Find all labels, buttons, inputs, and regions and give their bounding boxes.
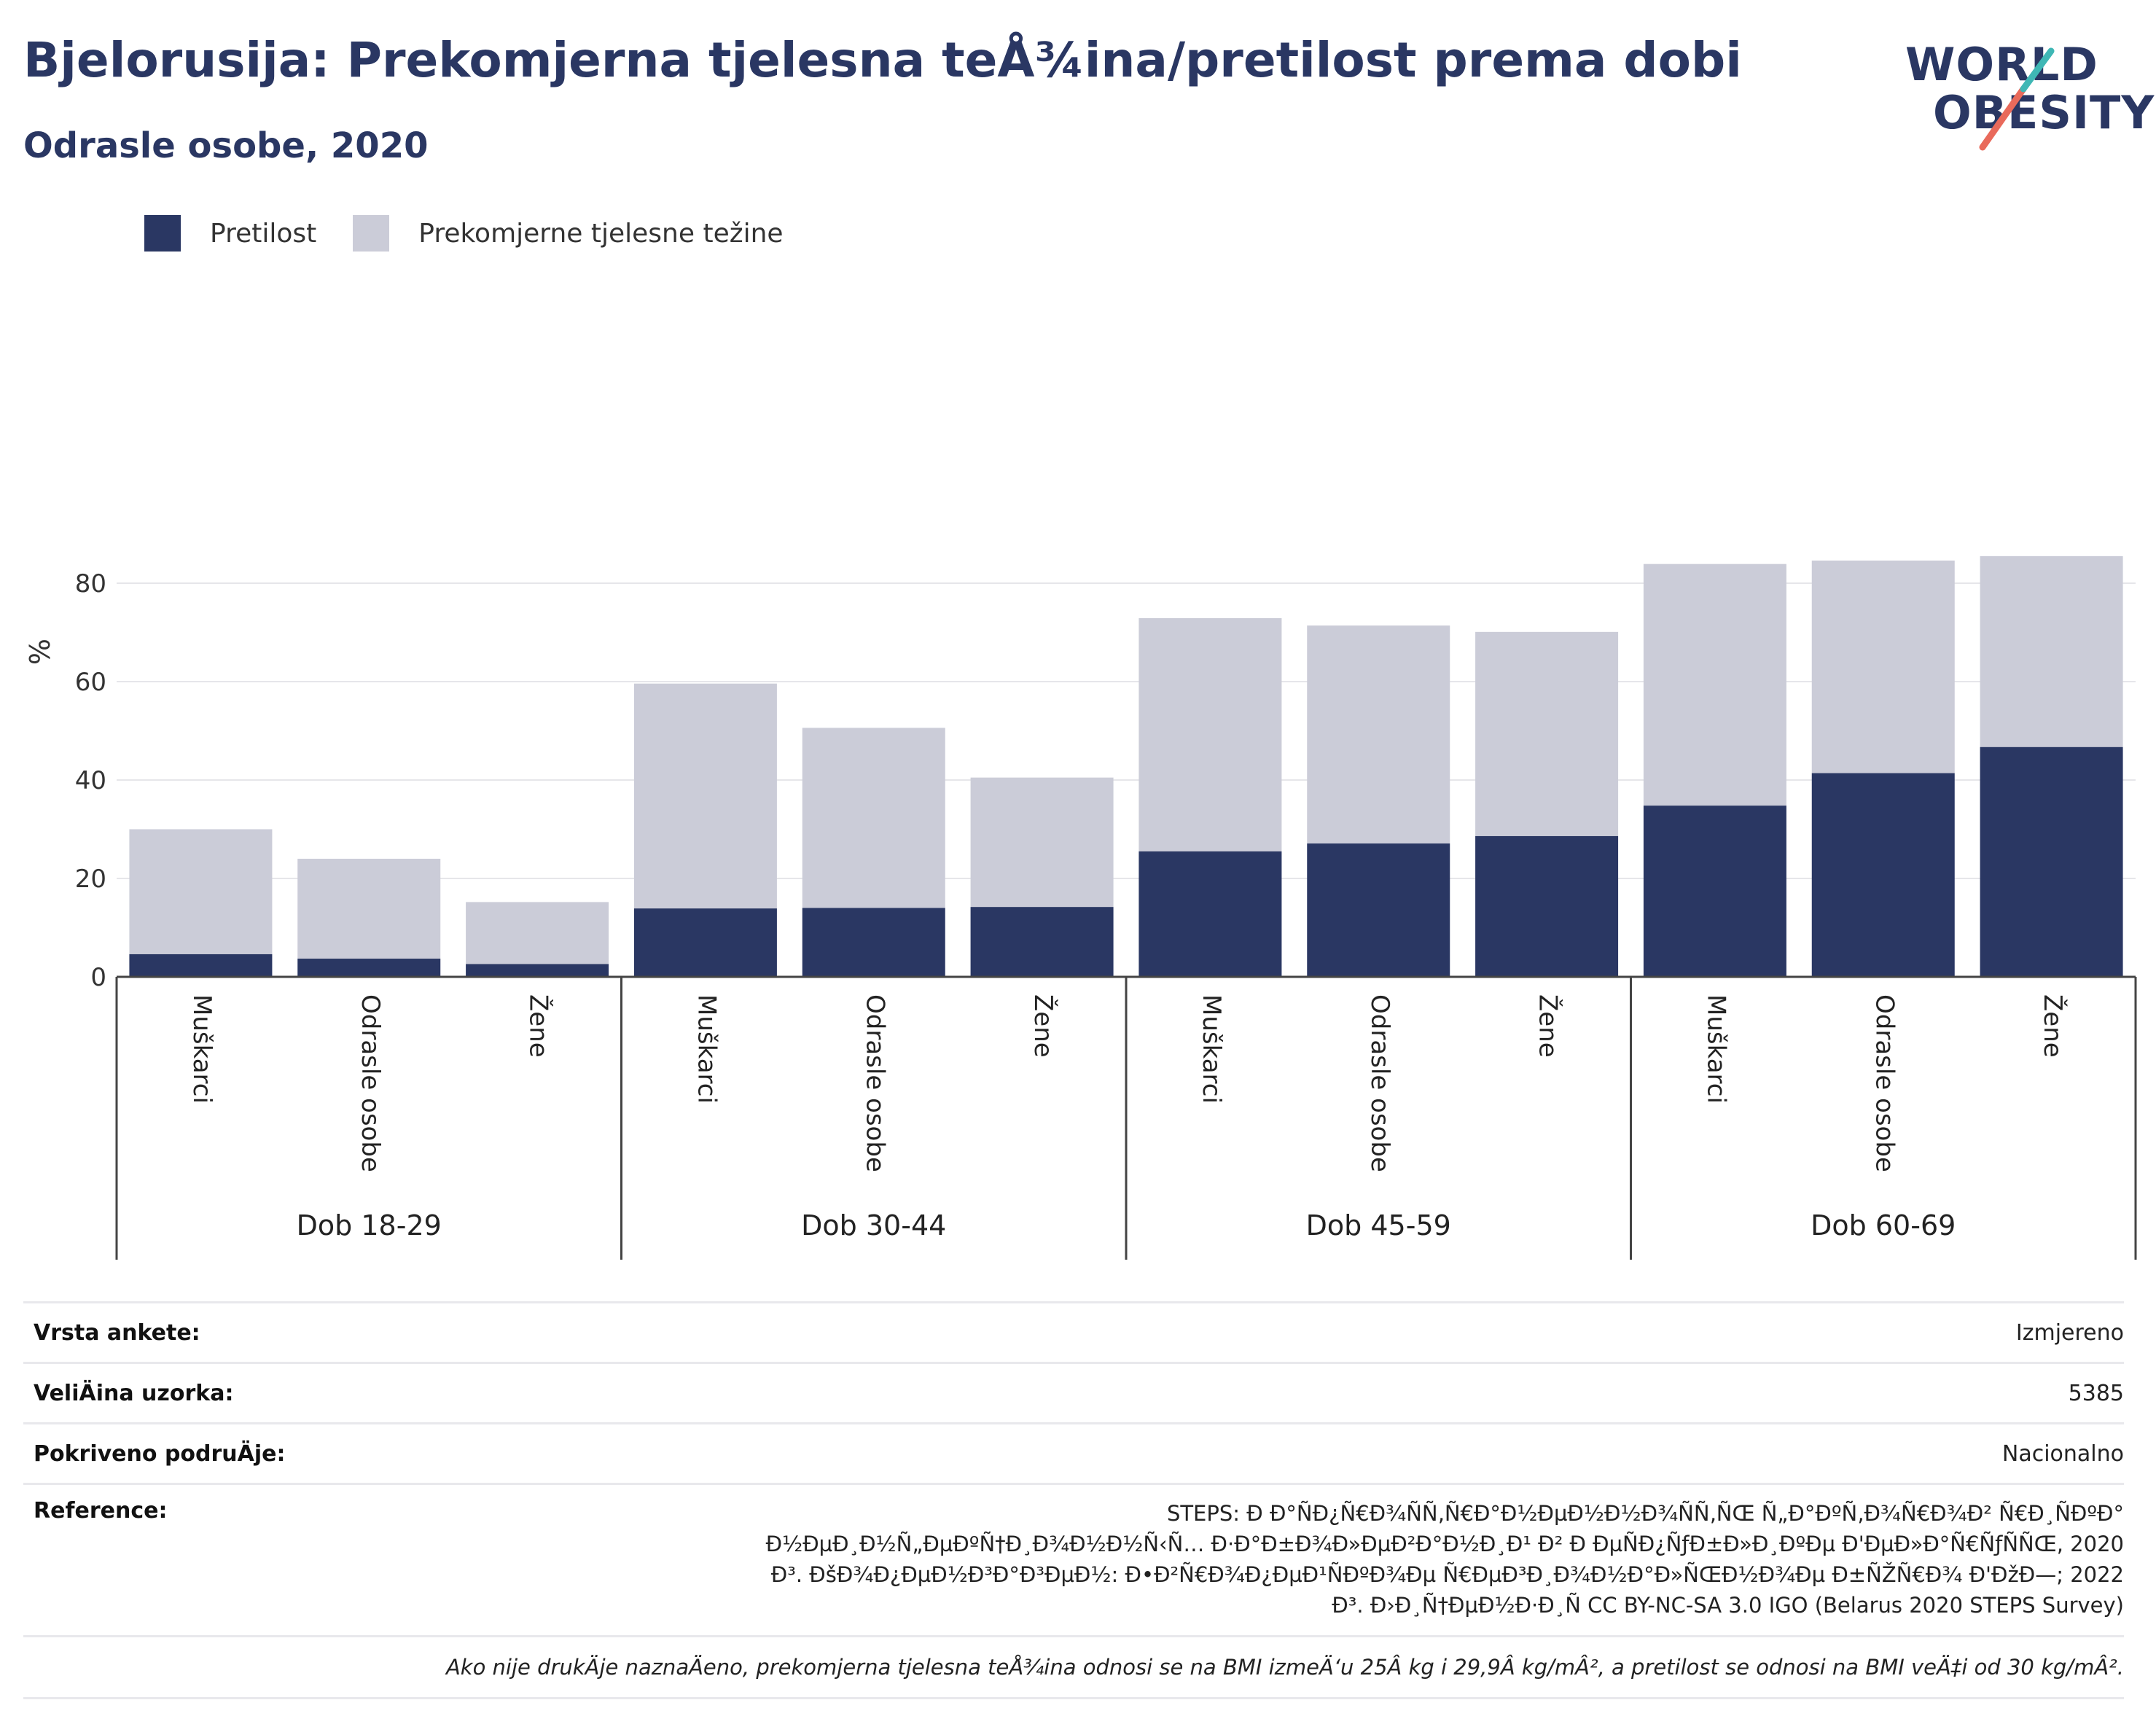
y-tick-label: 0 [90, 963, 106, 992]
bar-obesity [634, 908, 777, 977]
bar-obesity [1980, 747, 2123, 977]
y-axis-label: % [24, 639, 56, 665]
reference-line: Ð½ÐµÐ¸Ð½Ñ„ÐµÐºÑ†Ð¸Ð¾Ð½Ð½Ñ‹Ñ… Ð·Ð°Ð±Ð¾Ð»Ð… [375, 1529, 2124, 1559]
survey-type-row: Vrsta ankete: Izmjereno [23, 1301, 2124, 1362]
y-tick-label: 80 [75, 569, 106, 599]
legend-label-obesity: Pretilost [210, 219, 316, 249]
x-category-label: Muškarci [1197, 994, 1226, 1104]
bar-obesity [1812, 773, 1955, 977]
bar-obesity [971, 907, 1114, 977]
stacked-bar-chart: 0 20 40 60 80% Muškarci Odrasle osobe Žene Muška… [0, 277, 2156, 1268]
x-group-label: Dob 18-29 [297, 1209, 442, 1241]
sample-size-value: 5385 [2069, 1381, 2124, 1406]
x-category-label: Muškarci [187, 994, 216, 1104]
bar-overweight [1307, 625, 1450, 843]
x-category-label: Odrasle osobe [1365, 994, 1394, 1172]
bar-obesity [1307, 843, 1450, 977]
bar-overweight [802, 728, 945, 908]
bar-obesity [1138, 851, 1281, 977]
bar-overweight [1138, 618, 1281, 851]
x-group-label: Dob 45-59 [1306, 1209, 1451, 1241]
legend-swatch-obesity [144, 215, 181, 252]
bar-overweight [129, 830, 272, 954]
bar-obesity [1475, 836, 1618, 977]
x-category-label: Žene [524, 994, 554, 1058]
chart-subtitle: Odrasle osobe, 2020 [23, 125, 429, 166]
bar-overweight [634, 684, 777, 908]
legend-item-overweight: Prekomjerne tjelesne težine [353, 215, 783, 252]
reference-value: STEPS: Ð Ð°Ñ Ð¿Ñ€Ð¾Ñ Ñ‚Ñ€Ð°Ð½ÐµÐ½Ð½Ð¾Ñ Ñ… [375, 1498, 2124, 1621]
sample-size-label: VeliÄ ina uzorka: [23, 1381, 233, 1406]
bar-overweight [466, 902, 609, 964]
bar-overweight [1644, 564, 1786, 806]
survey-type-value: Izmjereno [2016, 1320, 2124, 1346]
legend-item-obesity: Pretilost [144, 215, 316, 252]
reference-label: Reference: [23, 1498, 167, 1524]
coverage-row: Pokriveno podruÄ je: Nacionalno [23, 1422, 2124, 1483]
definition-note: Ako nije drukÄ je naznaÄ eno, prekomjern… [446, 1655, 2124, 1680]
bar-obesity [297, 959, 440, 977]
x-category-label: Muškarci [1701, 994, 1730, 1104]
reference-line: STEPS: Ð Ð°Ñ Ð¿Ñ€Ð¾Ñ Ñ‚Ñ€Ð°Ð½ÐµÐ½Ð½Ð¾Ñ Ñ… [375, 1498, 2124, 1529]
y-tick-label: 60 [75, 668, 106, 697]
y-tick-label: 20 [75, 865, 106, 894]
legend-label-overweight: Prekomjerne tjelesne težine [418, 219, 783, 249]
bar-overweight [971, 778, 1114, 908]
chart-legend: Pretilost Prekomjerne tjelesne težine [144, 211, 820, 255]
x-category-label: Odrasle osobe [1870, 994, 1899, 1172]
reference-line: Ð³. Ð›Ð¸Ñ†ÐµÐ½Ð·Ð¸Ñ CC BY-NC-SA 3.0 IGO … [375, 1590, 2124, 1621]
bar-overweight [1475, 632, 1618, 836]
legend-swatch-overweight [353, 215, 389, 252]
x-category-label: Žene [1028, 994, 1058, 1058]
definition-note-row: Ako nije drukÄ je naznaÄ eno, prekomjern… [23, 1635, 2124, 1699]
bar-obesity [802, 908, 945, 978]
world-obesity-logo: WORLD OBESITY [1895, 29, 2143, 153]
x-category-label: Odrasle osobe [860, 994, 889, 1172]
x-group-label: Dob 30-44 [801, 1209, 946, 1241]
x-category-label: Žene [1534, 994, 1563, 1058]
coverage-value: Nacionalno [2002, 1441, 2124, 1467]
survey-info-table: Vrsta ankete: Izmjereno VeliÄ ina uzorka… [23, 1301, 2124, 1699]
bar-overweight [297, 859, 440, 959]
reference-line: Ð³. ÐšÐ¾Ð¿ÐµÐ½Ð³Ð°Ð³ÐµÐ½: Ð•Ð²Ñ€Ð¾Ð¿ÐµÐ¹… [375, 1559, 2124, 1590]
x-category-label: Odrasle osobe [356, 994, 385, 1172]
reference-row: Reference: STEPS: Ð Ð°Ñ Ð¿Ñ€Ð¾Ñ Ñ‚Ñ€Ð°Ð½… [23, 1483, 2124, 1635]
survey-type-label: Vrsta ankete: [23, 1320, 200, 1346]
x-category-label: Muškarci [692, 994, 721, 1104]
bar-overweight [1980, 556, 2123, 747]
bar-obesity [466, 964, 609, 977]
bar-overweight [1812, 561, 1955, 773]
sample-size-row: VeliÄ ina uzorka: 5385 [23, 1362, 2124, 1422]
x-group-label: Dob 60-69 [1811, 1209, 1956, 1241]
logo-slash-icon [1895, 29, 2143, 153]
y-tick-label: 40 [75, 766, 106, 795]
bar-obesity [1644, 806, 1786, 977]
x-category-label: Žene [2038, 994, 2068, 1058]
bar-obesity [129, 954, 272, 977]
chart-title: Bjelorusija: Prekomjerna tjelesna teÅ¾in… [23, 32, 1742, 88]
coverage-label: Pokriveno podruÄ je: [23, 1441, 286, 1467]
